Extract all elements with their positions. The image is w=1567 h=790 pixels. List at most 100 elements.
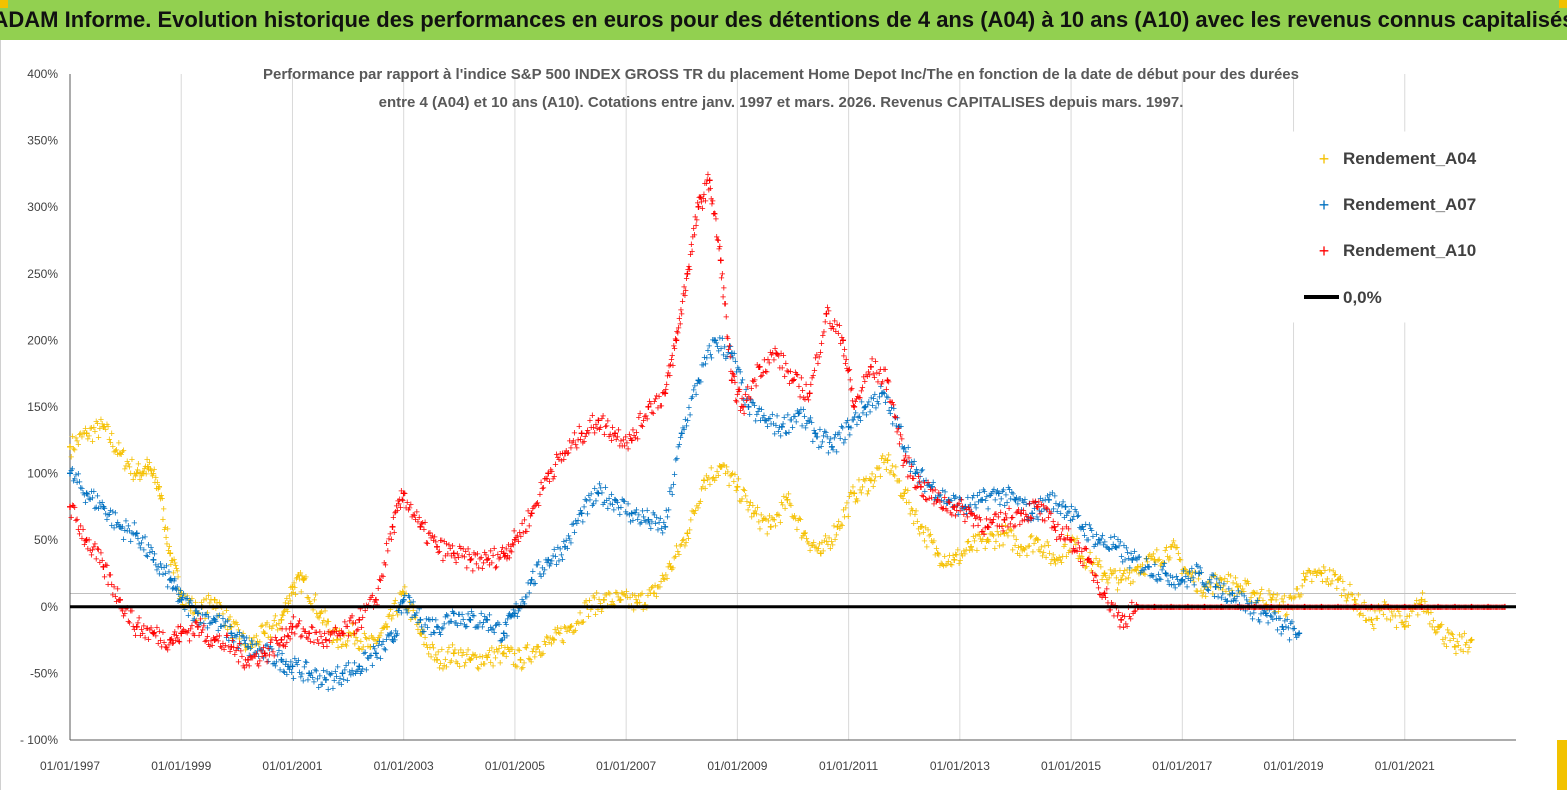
- data-point: +: [951, 553, 958, 567]
- data-point: +: [418, 622, 424, 634]
- data-point: +: [408, 597, 414, 609]
- data-point: +: [630, 604, 636, 616]
- data-point: +: [1152, 557, 1158, 569]
- data-point: +: [1362, 615, 1368, 627]
- data-point: +: [1331, 569, 1337, 581]
- data-point: +: [137, 468, 143, 480]
- data-point: +: [177, 585, 183, 597]
- data-point: +: [1182, 564, 1188, 576]
- data-point: +: [251, 649, 257, 661]
- data-point: +: [1321, 561, 1327, 573]
- data-point: +: [812, 541, 818, 553]
- data-point: +: [1113, 572, 1119, 584]
- data-point: +: [348, 669, 354, 681]
- data-point: +: [141, 545, 147, 557]
- data-point: +: [956, 558, 962, 570]
- data-point: +: [717, 460, 724, 474]
- data-point: +: [599, 487, 605, 499]
- data-point: +: [895, 476, 901, 488]
- data-point: +: [1332, 569, 1338, 581]
- data-point: +: [721, 460, 727, 472]
- data-point: +: [255, 640, 261, 652]
- data-point: +: [835, 516, 841, 528]
- y-tick-label: - 100%: [20, 733, 58, 747]
- data-point: +: [735, 473, 741, 485]
- data-point: +: [294, 572, 300, 584]
- data-point: +: [331, 675, 337, 687]
- data-point: +: [1180, 564, 1186, 576]
- data-point: +: [340, 674, 346, 686]
- data-point: +: [769, 513, 775, 525]
- data-point: +: [808, 540, 814, 552]
- data-point: +: [903, 497, 909, 509]
- data-point: +: [1436, 622, 1442, 634]
- data-point: +: [461, 661, 467, 673]
- data-point: +: [288, 582, 294, 594]
- data-point: +: [577, 505, 583, 517]
- data-point: +: [258, 621, 264, 633]
- data-point: +: [1077, 554, 1083, 566]
- data-point: +: [899, 491, 905, 503]
- x-tick-label: 01/01/2019: [1264, 759, 1324, 773]
- data-point: +: [150, 468, 156, 480]
- data-point: +: [657, 581, 663, 593]
- data-point: +: [1234, 580, 1241, 594]
- data-point: +: [503, 619, 509, 631]
- data-point: +: [1225, 569, 1231, 581]
- data-point: +: [788, 500, 794, 512]
- data-point: +: [196, 608, 202, 620]
- data-point: +: [215, 610, 221, 622]
- data-point: +: [558, 623, 564, 635]
- data-point: +: [732, 469, 738, 481]
- data-point: +: [166, 541, 172, 553]
- data-point: +: [683, 537, 689, 549]
- data-point: +: [1393, 622, 1399, 634]
- data-point: +: [1346, 589, 1352, 601]
- data-point: +: [970, 531, 976, 543]
- data-point: +: [220, 613, 226, 625]
- data-point: +: [995, 530, 1001, 542]
- data-point: +: [1350, 604, 1356, 616]
- data-point: +: [360, 642, 366, 654]
- data-point: +: [190, 608, 196, 620]
- data-point: +: [470, 649, 476, 661]
- data-point: +: [748, 511, 754, 523]
- data-point: +: [161, 504, 167, 516]
- data-point: +: [1231, 590, 1237, 602]
- data-point: +: [795, 515, 801, 527]
- data-point: +: [229, 633, 235, 645]
- data-point: +: [1088, 565, 1094, 577]
- data-point: +: [476, 621, 482, 633]
- data-point: +: [658, 523, 664, 535]
- data-point: +: [68, 452, 74, 464]
- data-point: +: [418, 629, 424, 641]
- data-point: +: [938, 558, 944, 570]
- data-point: +: [971, 535, 977, 547]
- data-point: +: [317, 671, 323, 683]
- data-point: +: [1241, 586, 1247, 598]
- data-point: +: [1108, 568, 1114, 580]
- data-point: +: [498, 635, 504, 647]
- data-point: +: [299, 669, 305, 681]
- data-point: +: [110, 441, 116, 453]
- data-point: +: [1259, 584, 1265, 596]
- data-point: +: [462, 621, 468, 633]
- data-point: +: [602, 590, 608, 602]
- data-point: +: [380, 636, 386, 648]
- data-point: +: [617, 509, 623, 521]
- data-point: +: [142, 461, 148, 473]
- data-point: +: [1424, 604, 1430, 616]
- data-point: +: [377, 653, 383, 665]
- data-point: +: [1325, 579, 1331, 591]
- data-point: +: [333, 671, 339, 683]
- data-point: +: [783, 492, 789, 504]
- data-point: +: [207, 598, 213, 610]
- data-point: +: [149, 469, 155, 481]
- data-point: +: [1373, 613, 1379, 625]
- data-point: +: [420, 624, 426, 636]
- data-point: +: [1101, 567, 1108, 581]
- data-point: +: [81, 428, 87, 440]
- legend-label-a04: Rendement_A04: [1343, 149, 1477, 168]
- data-point: +: [322, 606, 328, 618]
- data-point: +: [1421, 606, 1427, 618]
